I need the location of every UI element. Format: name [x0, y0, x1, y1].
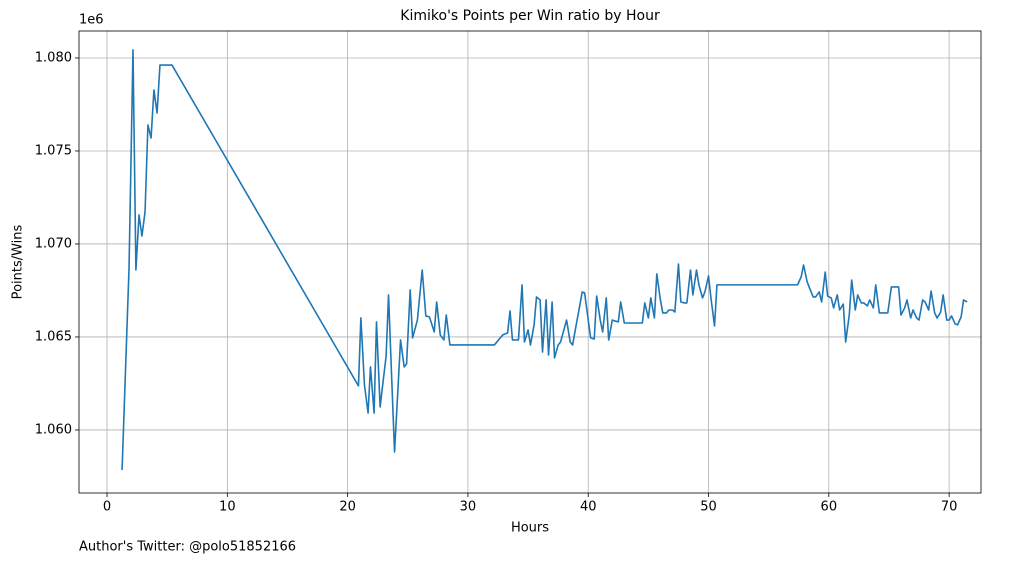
x-tick-label: 30: [460, 500, 477, 515]
x-tick-label: 40: [580, 500, 597, 515]
footer: Author's Twitter: @polo51852166: [79, 540, 296, 555]
x-tick-label: 50: [700, 500, 717, 515]
y-tick-label: 1.075: [35, 143, 72, 158]
x-axis-label: Hours: [511, 521, 549, 536]
chart-title: Kimiko's Points per Win ratio by Hour: [400, 8, 660, 24]
x-tick-label: 20: [339, 500, 356, 515]
x-tick-label: 10: [219, 500, 236, 515]
y-tick-label: 1.080: [35, 50, 72, 65]
y-axis-label: Points/Wins: [11, 224, 26, 299]
y-tick-label: 1.060: [35, 422, 72, 437]
plot-frame: [78, 30, 982, 494]
x-tick-label: 70: [941, 500, 958, 515]
line-series: [121, 49, 968, 470]
y-offset-label: 1e6: [79, 13, 104, 28]
x-tick-label: 60: [821, 500, 838, 515]
x-tick-label: 0: [103, 500, 111, 515]
y-tick-label: 1.065: [35, 329, 72, 344]
y-tick-label: 1.070: [35, 236, 72, 251]
